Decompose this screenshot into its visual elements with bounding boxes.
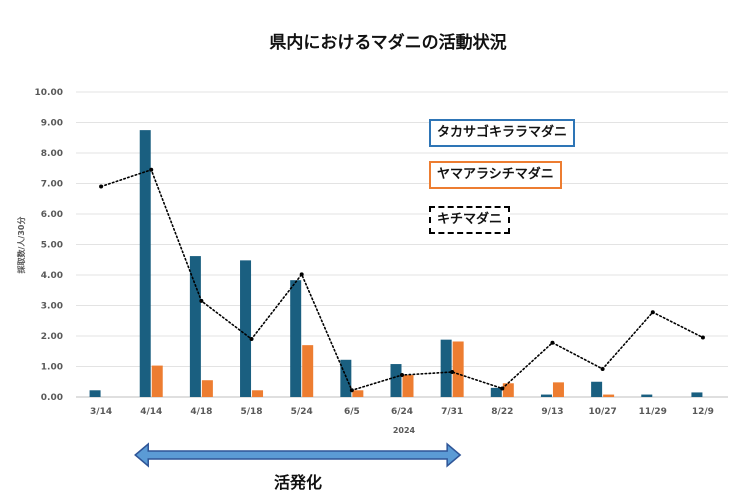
point-kichi (650, 310, 655, 315)
bar-takasago (89, 390, 101, 397)
bar-takasago (139, 130, 151, 397)
point-kichi (349, 388, 354, 393)
bar-takasago (540, 394, 552, 397)
bar-takasago (290, 280, 302, 397)
x-tick-label: 12/9 (692, 407, 714, 417)
series-kichi-line (99, 167, 705, 393)
bar-yamaarashi (252, 390, 264, 397)
y-tick-label: 10.00 (35, 88, 63, 98)
bar-takasago (641, 394, 653, 397)
y-tick-label: 4.00 (41, 271, 63, 281)
bar-takasago (390, 364, 402, 397)
x-tick-label: 6/5 (344, 407, 360, 417)
point-kichi (450, 369, 455, 374)
x-tick-label: 8/22 (491, 407, 513, 417)
x-axis-label: 2024 (393, 426, 416, 435)
bar-yamaarashi (603, 394, 615, 397)
x-tick-label: 4/14 (140, 407, 162, 417)
bar-yamaarashi (302, 345, 314, 397)
y-tick-label: 1.00 (41, 363, 63, 373)
point-kichi (249, 337, 254, 342)
point-kichi (149, 167, 154, 172)
bar-takasago (240, 260, 252, 397)
x-tick-label: 10/27 (588, 407, 616, 417)
bar-yamaarashi (151, 365, 163, 397)
legend-takasago: タカサゴキララマダニ (429, 119, 576, 147)
y-tick-label: 5.00 (41, 241, 63, 251)
point-kichi (299, 272, 304, 277)
bar-yamaarashi (402, 375, 414, 397)
x-tick-label: 5/18 (240, 407, 262, 417)
y-tick-label: 6.00 (41, 210, 63, 220)
x-tick-label: 6/24 (391, 407, 413, 417)
x-tick-label: 9/13 (541, 407, 563, 417)
active-period-label: 活発化 (274, 473, 323, 492)
y-tick-label: 7.00 (41, 180, 63, 190)
point-kichi (400, 373, 404, 378)
legend-yamaarashi: ヤマアラシチマダニ (429, 161, 562, 189)
bar-yamaarashi (352, 390, 364, 397)
bar-takasago (490, 387, 502, 397)
active-period-arrow (134, 442, 462, 468)
bar-takasago (591, 381, 603, 397)
legend-kichi: キチマダニ (429, 206, 511, 234)
bar-yamaarashi (201, 380, 213, 397)
y-tick-label: 3.00 (41, 302, 63, 312)
double-arrow-shape (134, 442, 462, 468)
bar-takasago (440, 339, 452, 397)
series-takasago-bars (89, 130, 703, 397)
gridlines (76, 91, 728, 398)
chart-title: 県内におけるマダニの活動状況 (269, 32, 506, 53)
y-axis-ticks: 0.00 1.00 2.00 3.00 4.00 5.00 6.00 7.00 8.00 9.00… (35, 88, 63, 403)
bar-takasago (691, 392, 703, 397)
y-tick-label: 9.00 (41, 119, 63, 129)
x-tick-label: 5/24 (291, 407, 313, 417)
point-kichi (99, 184, 104, 189)
x-tick-label: 11/29 (639, 407, 667, 417)
y-tick-label: 8.00 (41, 149, 63, 159)
bar-takasago (189, 256, 201, 397)
point-kichi (700, 335, 705, 340)
point-kichi (500, 386, 505, 391)
x-tick-label: 7/31 (441, 407, 463, 417)
point-kichi (550, 340, 555, 345)
bar-yamaarashi (552, 382, 564, 397)
point-kichi (199, 298, 204, 303)
series-yamaarashi-bars (151, 341, 615, 397)
bar-yamaarashi (502, 383, 514, 397)
y-tick-label: 0.00 (41, 393, 63, 403)
x-tick-label: 4/18 (190, 407, 212, 417)
x-axis-ticks: 3/14 4/14 4/18 5/18 5/24 6/5 6/24 7/31 8/22 9/13 1… (90, 407, 714, 417)
bar-yamaarashi (452, 341, 464, 397)
y-tick-label: 2.00 (41, 332, 63, 342)
x-tick-label: 3/14 (90, 407, 112, 417)
bar-takasago (340, 359, 352, 397)
y-axis-label: 採取数/人/30分 (16, 217, 26, 274)
point-kichi (600, 366, 605, 371)
